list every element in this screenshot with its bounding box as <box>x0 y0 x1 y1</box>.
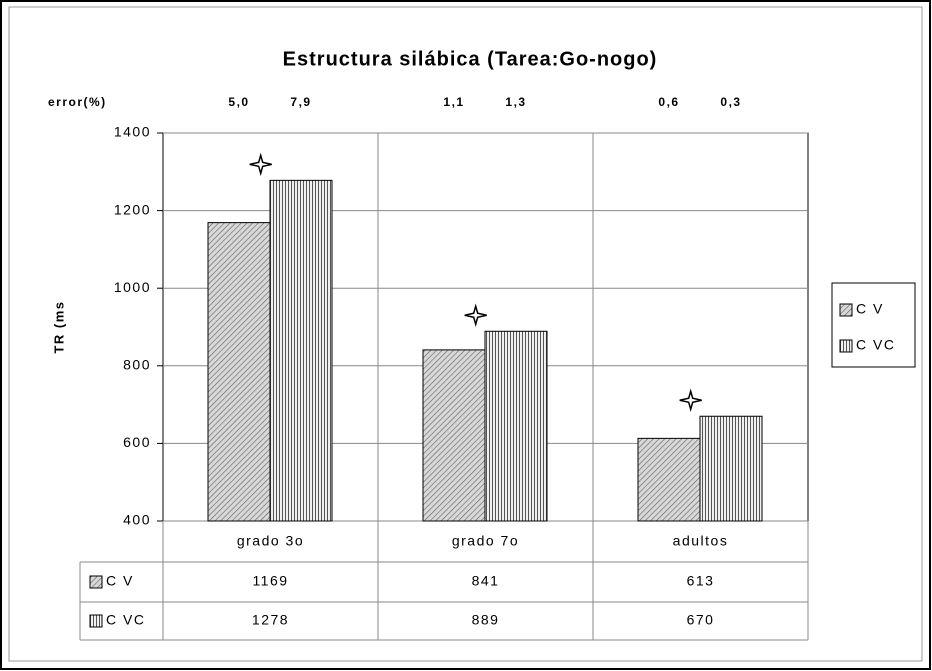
bar <box>484 330 548 522</box>
table-value: 1278 <box>252 612 289 628</box>
table-row-label: C V <box>106 573 134 589</box>
table-value: 1169 <box>252 573 288 589</box>
y-tick-label: 1200 <box>114 201 151 217</box>
error-value: 1,1 <box>443 95 464 109</box>
table-value: 670 <box>687 612 715 628</box>
bar <box>422 349 486 522</box>
bar <box>637 437 701 522</box>
legend-swatch <box>839 303 853 317</box>
table-value: 889 <box>472 612 500 628</box>
chart-title: Estructura silábica (Tarea:Go-nogo) <box>283 48 658 70</box>
error-value: 5,0 <box>228 95 249 109</box>
table-swatch <box>89 614 103 628</box>
y-tick-label: 1000 <box>114 279 151 295</box>
x-tick-label: grado 3o <box>237 533 304 549</box>
table-row-label: C VC <box>106 612 145 628</box>
y-tick-label: 800 <box>123 357 151 373</box>
error-value: 0,3 <box>720 95 741 109</box>
error-value: 7,9 <box>290 95 311 109</box>
bar <box>269 179 333 522</box>
legend <box>831 282 916 368</box>
significance-marker <box>679 388 702 412</box>
error-value: 0,6 <box>658 95 679 109</box>
table-value: 841 <box>472 573 500 589</box>
y-tick-label: 1400 <box>114 124 151 140</box>
y-tick-label: 400 <box>123 512 151 528</box>
significance-marker <box>249 152 272 177</box>
table-value: 613 <box>687 573 715 589</box>
legend-label: C V <box>856 301 884 317</box>
bar <box>699 415 763 522</box>
error-label: error(%) <box>48 95 107 109</box>
y-tick-label: 600 <box>123 434 151 450</box>
error-value: 1,3 <box>505 95 526 109</box>
significance-marker <box>464 303 487 327</box>
x-tick-label: grado 7o <box>452 533 519 549</box>
y-axis-label: TR (ms <box>51 300 66 353</box>
legend-swatch <box>839 339 853 353</box>
x-tick-label: adultos <box>673 533 729 549</box>
legend-label: C VC <box>856 337 895 353</box>
table-swatch <box>89 575 103 589</box>
bar <box>207 222 271 522</box>
